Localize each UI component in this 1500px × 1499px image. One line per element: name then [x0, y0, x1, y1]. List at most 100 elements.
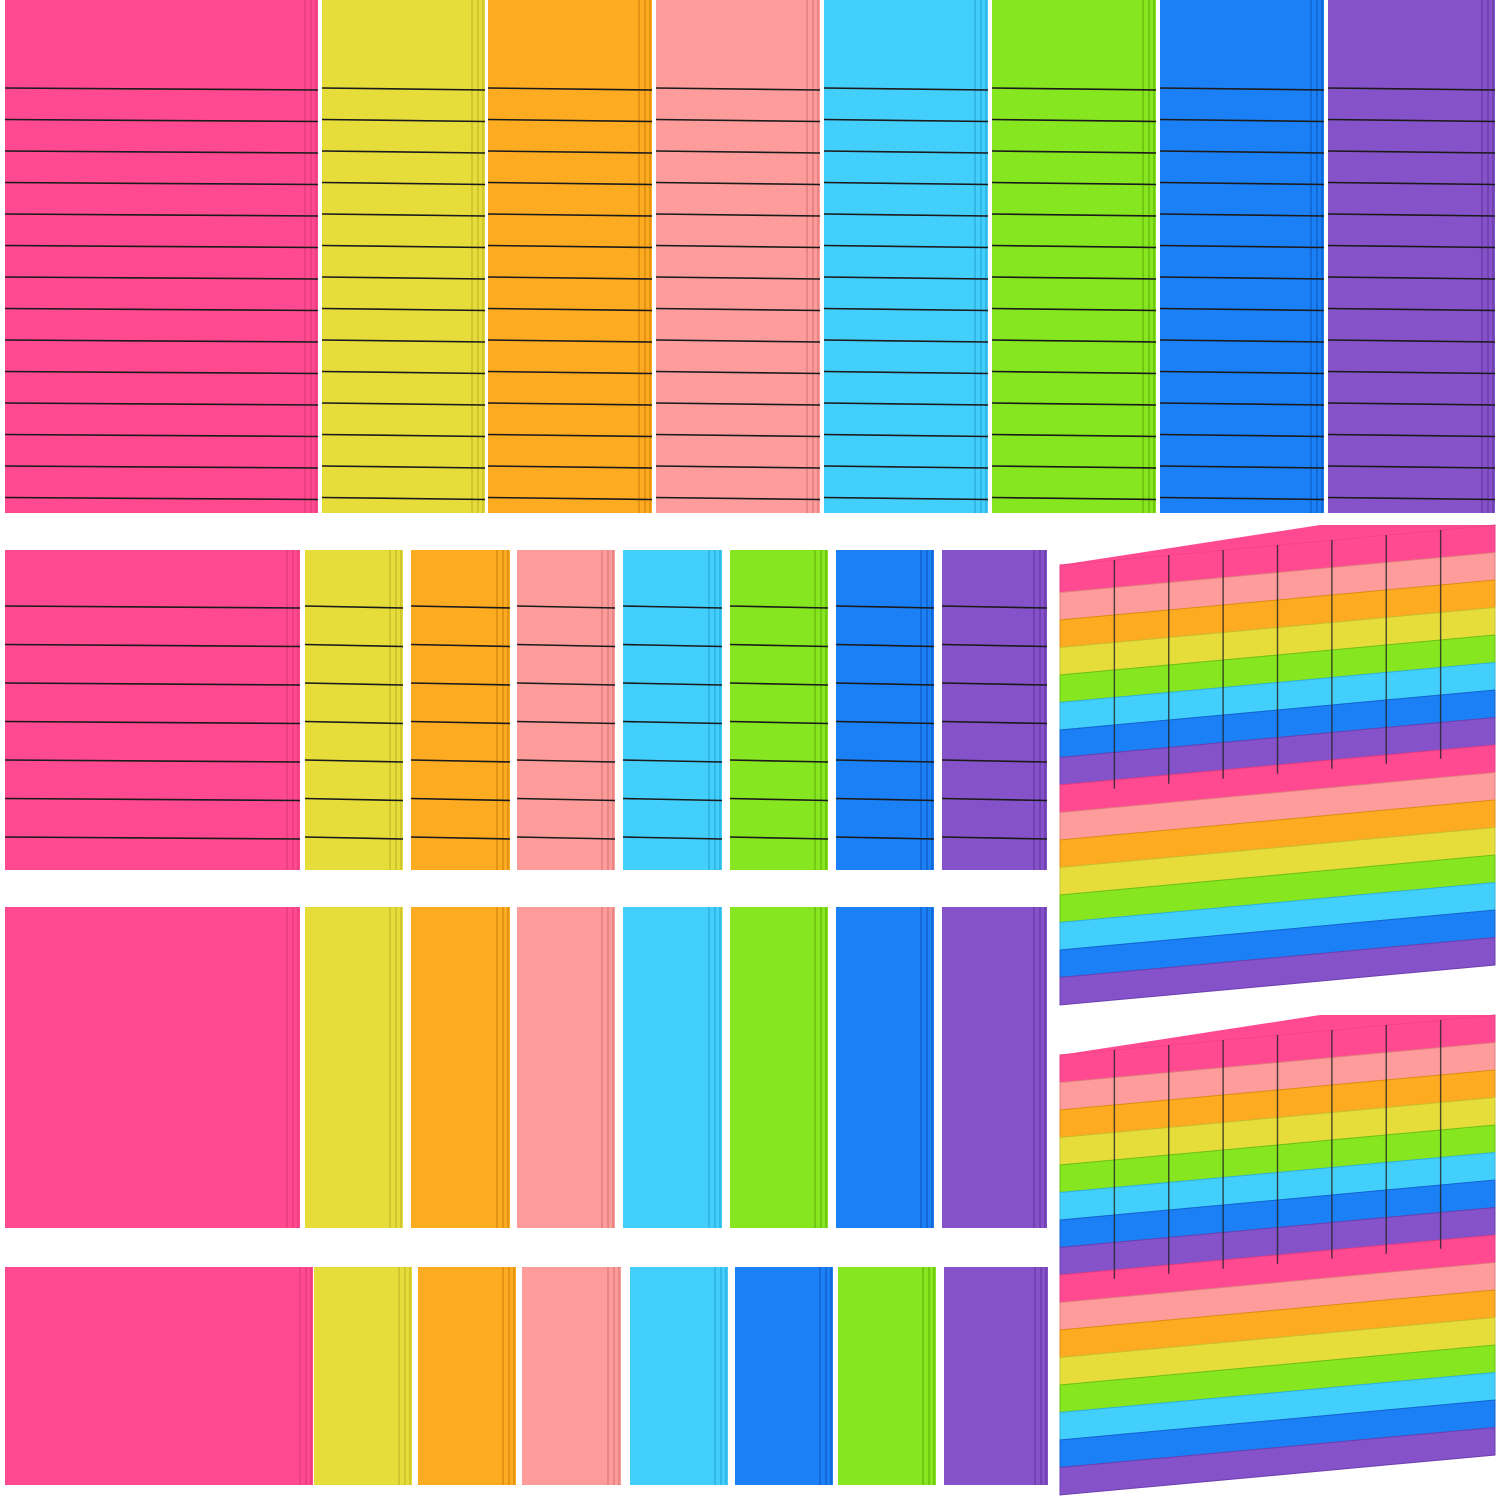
ruled-line	[4, 370, 319, 375]
ruled-line	[4, 797, 301, 802]
pad-edge	[404, 1267, 406, 1485]
pad-edge	[1492, 0, 1494, 513]
pad-face	[5, 0, 318, 513]
ruled-line	[941, 797, 1048, 802]
pad-edge	[1142, 0, 1144, 513]
pad-edge	[409, 1267, 411, 1485]
ruled-line	[823, 465, 989, 469]
pad-face	[488, 0, 652, 513]
pad-edge	[806, 0, 808, 513]
ruled-line	[729, 759, 829, 763]
ruled-line	[304, 682, 404, 686]
note-pad	[516, 550, 616, 870]
ruled-line	[410, 605, 511, 609]
ruled-line	[835, 605, 935, 609]
pad-face	[305, 550, 403, 870]
pad-edge	[310, 1267, 312, 1485]
ruled-line	[1327, 307, 1496, 312]
pad-edge	[1033, 550, 1035, 870]
ruled-line	[655, 150, 821, 154]
pad-edge	[607, 907, 609, 1228]
pad-face	[314, 1267, 412, 1485]
pad-edge	[292, 550, 294, 870]
note-pad	[838, 1267, 936, 1485]
ruled-line	[410, 759, 511, 763]
ruled-line	[487, 465, 653, 469]
pad-edge	[601, 550, 603, 870]
ruled-line	[941, 759, 1048, 763]
ruled-line	[991, 402, 1157, 406]
ruled-line	[655, 213, 821, 217]
ruled-line	[304, 605, 404, 609]
ruled-line	[4, 87, 319, 91]
ruled-line	[304, 836, 404, 840]
note-pad	[4, 550, 301, 870]
ruled-line	[4, 118, 319, 123]
ruled-line	[729, 797, 829, 802]
ruled-line	[991, 244, 1157, 249]
note-pad	[487, 0, 653, 513]
pad-edge	[286, 550, 288, 870]
ruled-line	[1159, 370, 1325, 375]
pad-edge	[310, 0, 312, 513]
pad-face	[1160, 0, 1324, 513]
ruled-line	[823, 181, 989, 186]
ruled-line	[655, 339, 821, 343]
pad-edge	[644, 0, 646, 513]
ruled-line	[991, 496, 1157, 501]
ruled-line	[991, 213, 1157, 217]
pad-edge	[814, 550, 816, 870]
pad-face	[656, 0, 820, 513]
pad-edge	[920, 550, 922, 870]
ruled-line	[487, 370, 653, 375]
ruled-line	[410, 720, 511, 725]
ruled-line	[304, 643, 404, 648]
pad-edge	[1310, 0, 1312, 513]
ruled-line	[487, 181, 653, 186]
pad-edge	[400, 907, 402, 1228]
note-pad	[314, 1267, 412, 1485]
ruled-line	[1159, 87, 1325, 91]
ruled-line	[487, 339, 653, 343]
pad-edge	[1040, 1267, 1042, 1485]
ruled-line	[4, 339, 319, 343]
pad-face	[942, 550, 1047, 870]
ruled-line	[1159, 276, 1325, 280]
pad-edge	[974, 0, 976, 513]
pad-edge	[926, 907, 928, 1228]
ruled-line	[991, 150, 1157, 154]
note-pad	[622, 550, 723, 870]
note-pad	[5, 1267, 313, 1485]
ruled-line	[321, 307, 486, 312]
pad-edge	[931, 907, 933, 1228]
ruled-line	[410, 643, 511, 648]
pad-edge	[926, 550, 928, 870]
pad-edge	[299, 1267, 301, 1485]
ruled-line	[1159, 307, 1325, 312]
pad-edge	[1044, 907, 1046, 1228]
ruled-line	[4, 836, 301, 840]
pad-edge	[1148, 0, 1150, 513]
ruled-line	[622, 836, 723, 840]
pad-edge	[980, 0, 982, 513]
ruled-line	[991, 87, 1157, 91]
pad-face	[5, 1267, 313, 1485]
pad-edge	[389, 550, 391, 870]
note-cube	[1059, 1014, 1496, 1496]
ruled-line	[321, 339, 486, 343]
ruled-line	[991, 339, 1157, 343]
ruled-line	[1327, 433, 1496, 438]
ruled-line	[4, 720, 301, 725]
ruled-line	[1327, 339, 1496, 343]
ruled-line	[991, 118, 1157, 123]
pad-edge	[825, 907, 827, 1228]
ruled-line	[4, 307, 319, 312]
pad-edge	[814, 907, 816, 1228]
cube-layer	[1059, 1426, 1496, 1496]
pad-edge	[825, 550, 827, 870]
pad-face	[411, 907, 510, 1228]
ruled-line	[835, 682, 935, 686]
ruled-line	[304, 797, 404, 802]
